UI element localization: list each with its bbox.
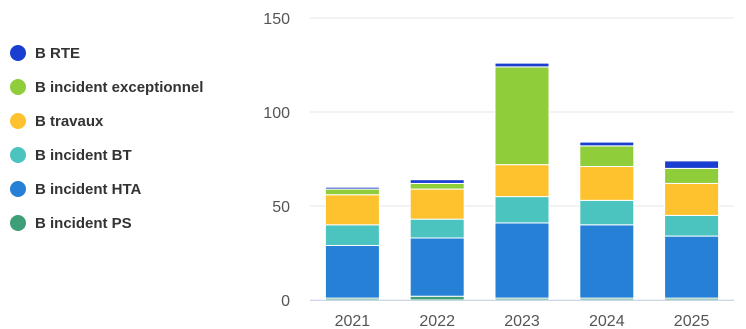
bar-2023-series-1	[494, 222, 550, 299]
bar-2022-series-0	[409, 295, 465, 301]
bar-2023-series-3	[494, 164, 550, 198]
legend-item-4[interactable]: B incident exceptionnel	[10, 70, 203, 104]
legend-label-1: B incident HTA	[35, 180, 142, 198]
bar-2025-series-2	[664, 214, 720, 237]
x-tick-label-2022: 2022	[419, 313, 455, 329]
bar-2023-series-5	[494, 62, 550, 68]
legend-label-2: B incident BT	[35, 146, 132, 164]
bar-2022-series-4	[409, 182, 465, 190]
legend-swatch-4	[10, 79, 26, 95]
chart-legend: B RTE B incident exceptionnel B travaux B i…	[10, 36, 203, 240]
bar-2025-series-1	[664, 235, 720, 299]
bar-2021-series-3	[324, 194, 380, 226]
bar-2023-series-4	[494, 66, 550, 166]
legend-item-5[interactable]: B RTE	[10, 36, 203, 70]
bar-2024-series-2	[579, 199, 635, 226]
x-tick-label-2023: 2023	[504, 313, 540, 329]
bar-2022-series-5	[409, 179, 465, 184]
y-tick-label-0: 0	[281, 293, 290, 310]
bar-2022-series-1	[409, 237, 465, 297]
x-tick-label-2024: 2024	[589, 313, 625, 329]
legend-label-5: B RTE	[35, 44, 80, 62]
x-tick-label-2021: 2021	[335, 313, 371, 329]
y-tick-label-150: 150	[263, 11, 290, 28]
legend-label-0: B incident PS	[35, 214, 132, 232]
legend-item-1[interactable]: B incident HTA	[10, 172, 203, 206]
legend-label-3: B travaux	[35, 112, 104, 130]
legend-swatch-1	[10, 181, 26, 197]
bar-2025-series-3	[664, 182, 720, 216]
legend-swatch-5	[10, 45, 26, 61]
legend-item-2[interactable]: B incident BT	[10, 138, 203, 172]
legend-swatch-0	[10, 215, 26, 231]
bar-2025-series-5	[664, 160, 720, 169]
bar-2022-series-3	[409, 188, 465, 220]
x-tick-label-2025: 2025	[674, 313, 710, 329]
bar-2025-series-4	[664, 167, 720, 184]
bar-2022-series-2	[409, 218, 465, 239]
bar-2024-series-5	[579, 141, 635, 147]
legend-item-0[interactable]: B incident PS	[10, 206, 203, 240]
y-tick-label-50: 50	[272, 199, 290, 216]
y-tick-label-100: 100	[263, 105, 290, 122]
bar-2021-series-1	[324, 244, 380, 299]
bar-2021-series-4	[324, 188, 380, 196]
legend-swatch-3	[10, 113, 26, 129]
bar-2024-series-3	[579, 166, 635, 201]
bar-2024-series-1	[579, 224, 635, 299]
bar-2023-series-2	[494, 196, 550, 224]
legend-item-3[interactable]: B travaux	[10, 104, 203, 138]
bar-2021-series-2	[324, 224, 380, 246]
bar-2024-series-4	[579, 145, 635, 168]
legend-label-4: B incident exceptionnel	[35, 78, 204, 96]
legend-swatch-2	[10, 147, 26, 163]
bar-2021-series-5	[324, 186, 380, 190]
